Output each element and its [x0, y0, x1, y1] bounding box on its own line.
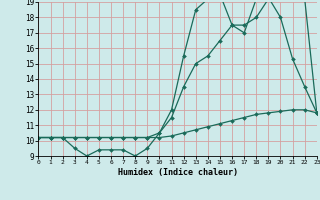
X-axis label: Humidex (Indice chaleur): Humidex (Indice chaleur)	[118, 168, 238, 177]
